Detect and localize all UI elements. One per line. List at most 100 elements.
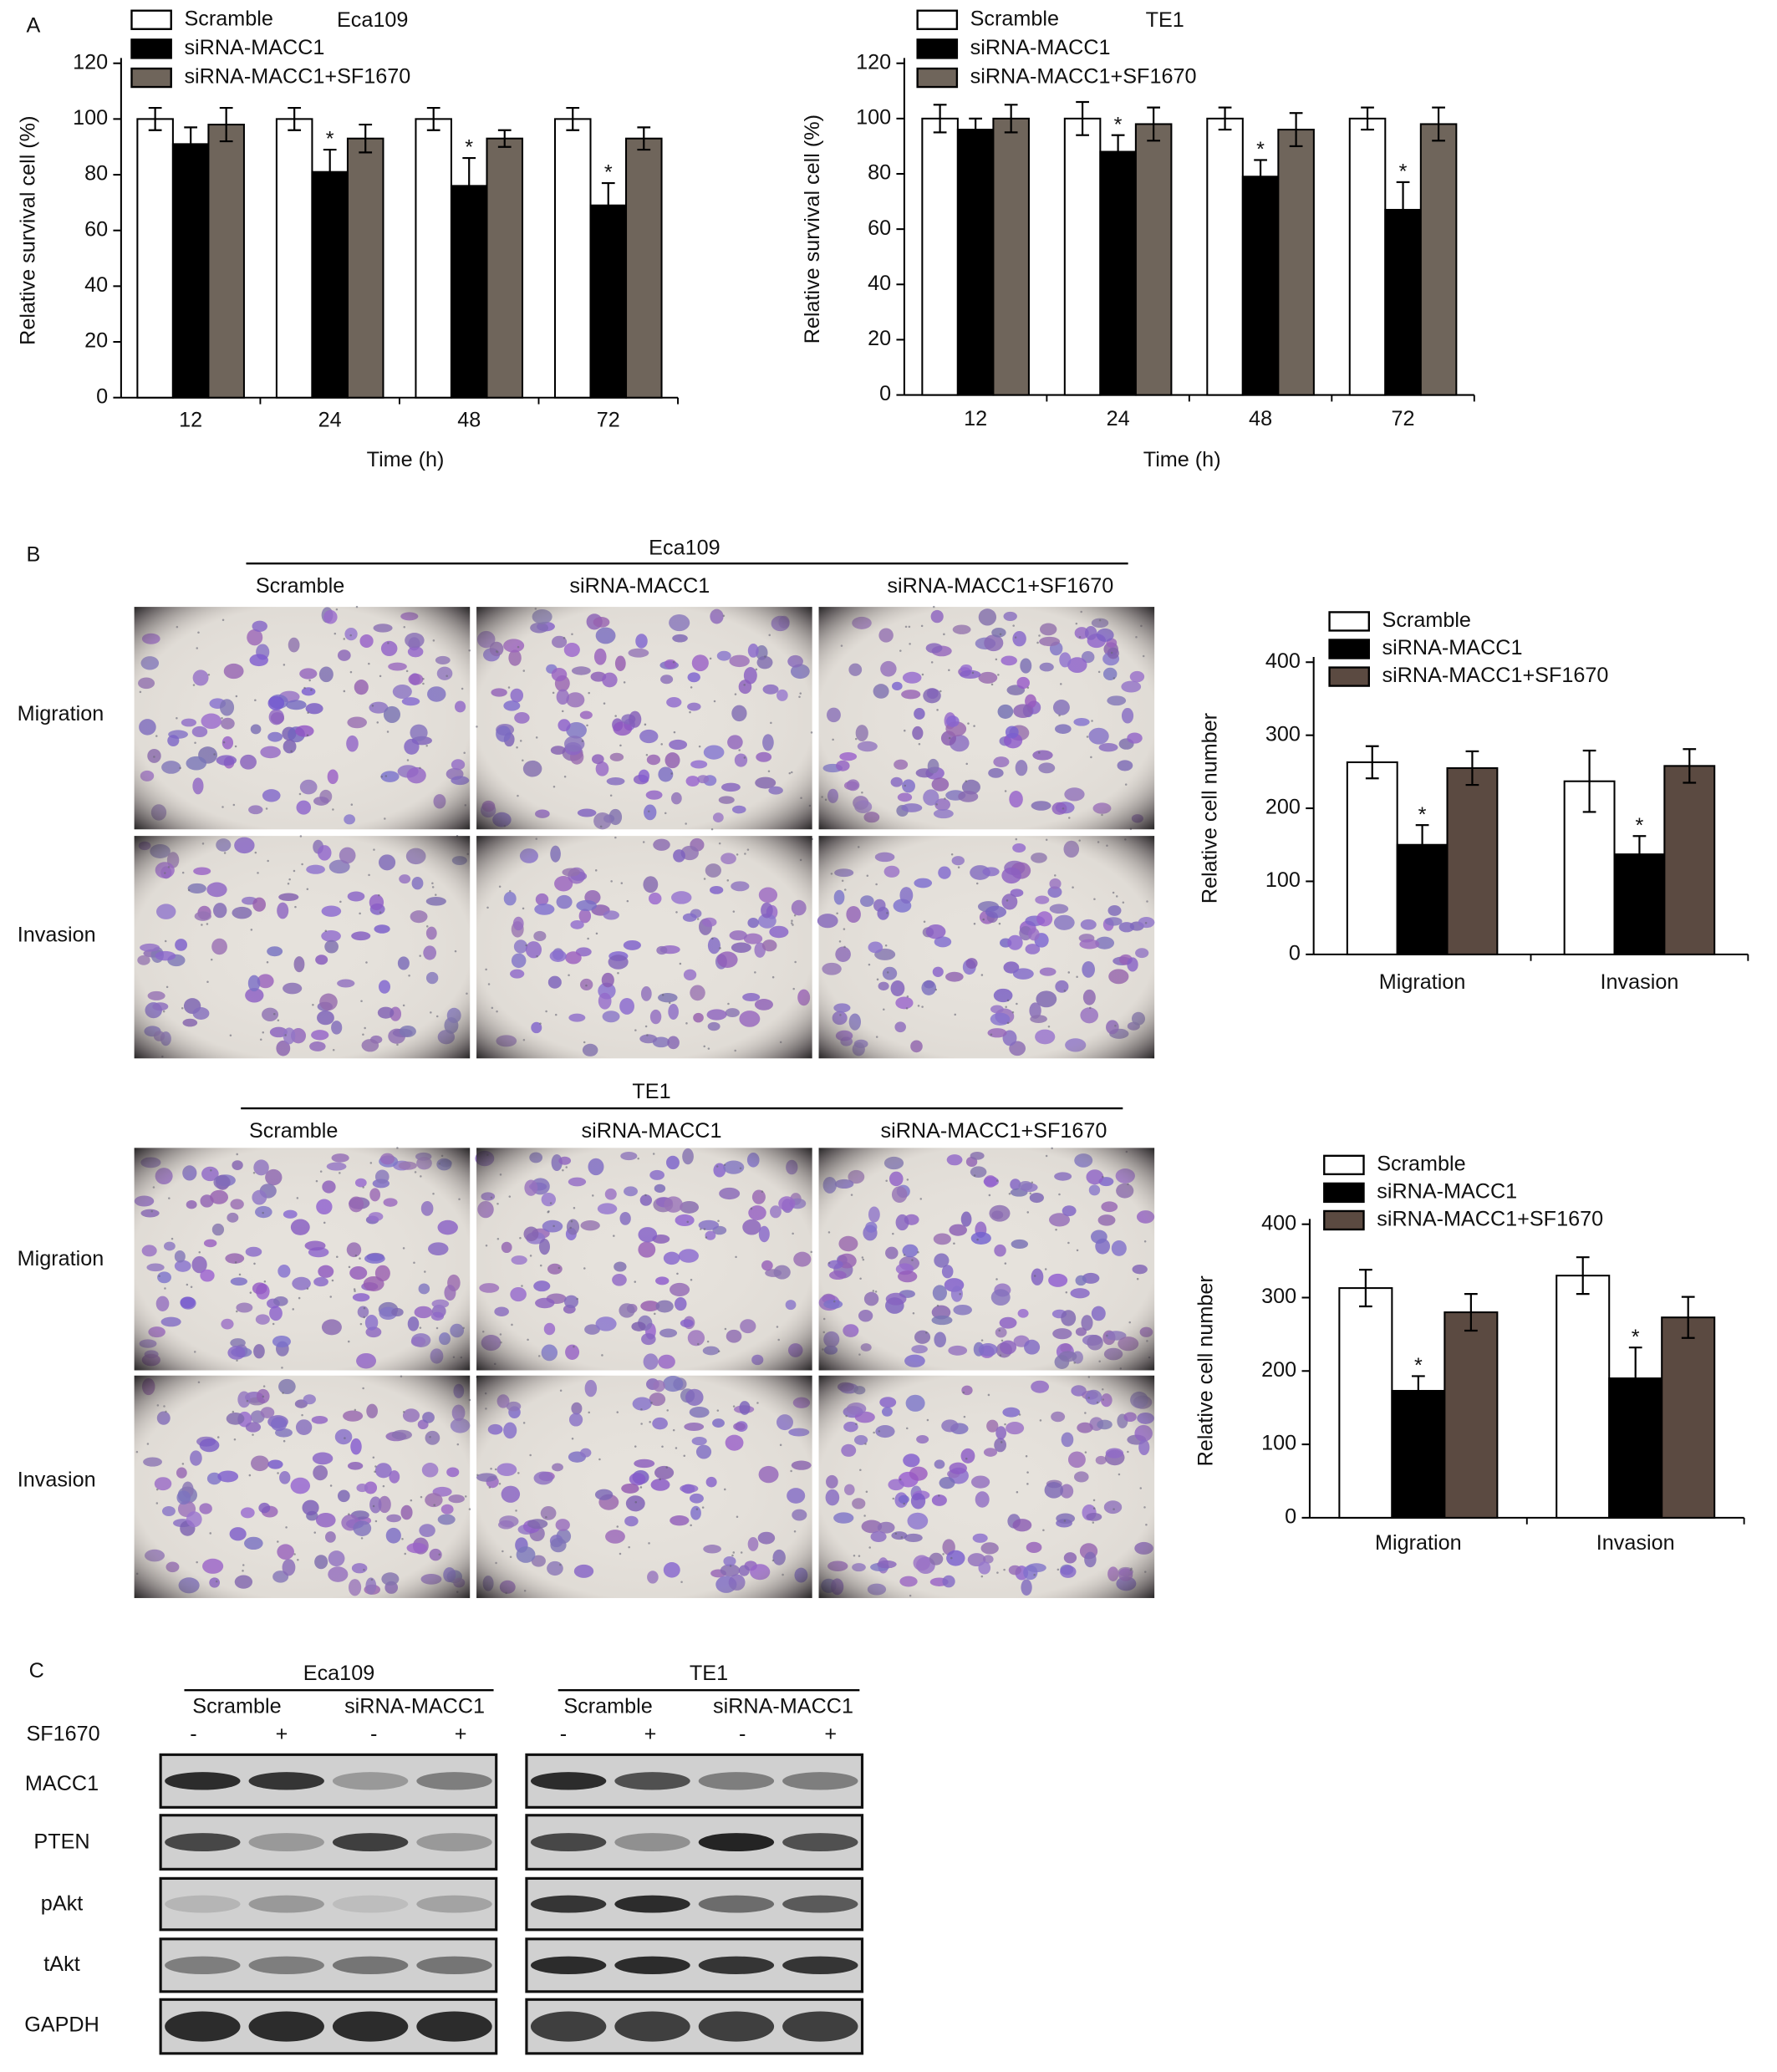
cell-line-label: Eca109	[649, 536, 720, 559]
error-bar	[219, 106, 233, 143]
x-tick-label: 72	[1392, 407, 1415, 430]
bar	[207, 124, 245, 399]
y-tick-label: 0	[96, 384, 108, 408]
legend-label: Scramble	[184, 7, 272, 30]
bar	[553, 118, 592, 399]
error-bar	[933, 104, 947, 134]
x-tick-label: 48	[1249, 407, 1272, 430]
blot-band	[698, 1772, 775, 1790]
x-tick-label: Migration	[1379, 970, 1466, 994]
cell-line-label: TE1	[690, 1662, 728, 1685]
error-bar	[1147, 106, 1161, 142]
cell-line-label: Eca109	[303, 1662, 374, 1685]
error-bar	[323, 148, 337, 196]
x-tick-label: 12	[179, 409, 202, 432]
blot-band	[698, 1833, 775, 1852]
protein-label: GAPDH	[24, 2013, 99, 2036]
error-bar	[288, 106, 302, 131]
treatment-sign: -	[560, 1722, 567, 1745]
bar	[589, 204, 628, 399]
bar	[1419, 123, 1458, 396]
y-tick-label: 80	[84, 162, 108, 186]
bar	[415, 118, 452, 399]
treatment-sign: -	[190, 1722, 196, 1745]
blot-band	[248, 1956, 324, 1975]
y-tick-label: 300	[1265, 722, 1301, 746]
y-tick-label: 400	[1261, 1211, 1296, 1235]
error-bar	[1628, 1347, 1642, 1411]
bar	[1277, 129, 1315, 396]
legend-swatch	[130, 67, 172, 89]
error-bar	[1415, 824, 1429, 866]
y-tick-label: 400	[1265, 649, 1301, 673]
legend-swatch	[916, 67, 959, 89]
blot-band	[530, 1772, 607, 1790]
protein-label: tAkt	[43, 1952, 79, 1976]
column-label: Scramble	[249, 1119, 338, 1143]
y-tick-label: 200	[1261, 1358, 1296, 1382]
y-tick-label: 20	[868, 327, 891, 350]
significance-marker: *	[1418, 803, 1427, 827]
bar	[921, 117, 959, 396]
error-bar	[637, 126, 651, 151]
treatment-sign: +	[824, 1722, 837, 1745]
bar	[624, 137, 663, 399]
micrograph	[476, 836, 813, 1059]
bar	[1338, 1287, 1393, 1519]
blot-band	[332, 1895, 409, 1913]
blot-band	[416, 1833, 492, 1852]
protein-label: MACC1	[25, 1772, 99, 1795]
error-bar	[1358, 1269, 1372, 1308]
y-tick-label: 0	[1285, 1505, 1296, 1529]
micrograph	[476, 607, 813, 831]
legend-swatch	[130, 9, 172, 30]
error-bar	[1464, 1293, 1478, 1332]
error-bar	[1681, 1296, 1695, 1339]
blot-band	[332, 1772, 409, 1790]
bar	[275, 118, 313, 399]
error-bar	[1432, 106, 1445, 142]
blot-band	[782, 2011, 858, 2042]
micrograph-vignette	[134, 1148, 471, 1371]
error-bar	[1289, 112, 1303, 148]
group-label: Scramble	[563, 1694, 652, 1718]
legend-label: Scramble	[1377, 1152, 1465, 1175]
blot-band	[248, 1772, 324, 1790]
legend-swatch	[1328, 666, 1370, 687]
blot-band	[698, 1956, 775, 1975]
blot-band	[416, 1772, 492, 1790]
significance-marker: *	[1114, 113, 1123, 136]
y-tick-label: 200	[1265, 796, 1301, 819]
error-bar	[1582, 749, 1596, 813]
row-label: Invasion	[18, 1468, 96, 1491]
micrograph-vignette	[134, 1375, 471, 1598]
y-tick-label: 80	[868, 161, 891, 185]
treatment-sign: -	[739, 1722, 746, 1745]
panel-label: C	[29, 1659, 44, 1683]
protein-label: PTEN	[33, 1830, 89, 1854]
micrograph-vignette	[476, 1148, 812, 1371]
x-axis-label: Time (h)	[367, 448, 445, 471]
error-bar	[1683, 748, 1697, 784]
y-axis-label: Relative survival cell (%)	[801, 115, 824, 344]
y-tick-label: 0	[879, 382, 891, 405]
blot-band	[416, 2011, 492, 2042]
blot-band	[530, 1956, 607, 1975]
x-tick-label: Invasion	[1596, 1531, 1675, 1555]
significance-marker: *	[1636, 814, 1644, 837]
x-tick-label: Migration	[1375, 1531, 1462, 1555]
column-label: siRNA-MACC1+SF1670	[887, 574, 1113, 598]
error-bar	[1365, 745, 1379, 780]
legend-swatch	[916, 9, 959, 30]
bar	[1384, 208, 1422, 396]
micrograph-vignette	[476, 1375, 812, 1598]
y-tick-label: 40	[84, 273, 108, 297]
blot-band	[782, 1895, 858, 1913]
bar	[486, 137, 524, 399]
panel-label: A	[26, 13, 40, 37]
group-label: siRNA-MACC1	[713, 1694, 853, 1718]
bar	[956, 129, 995, 396]
legend-swatch	[130, 38, 172, 59]
bar	[992, 117, 1030, 396]
